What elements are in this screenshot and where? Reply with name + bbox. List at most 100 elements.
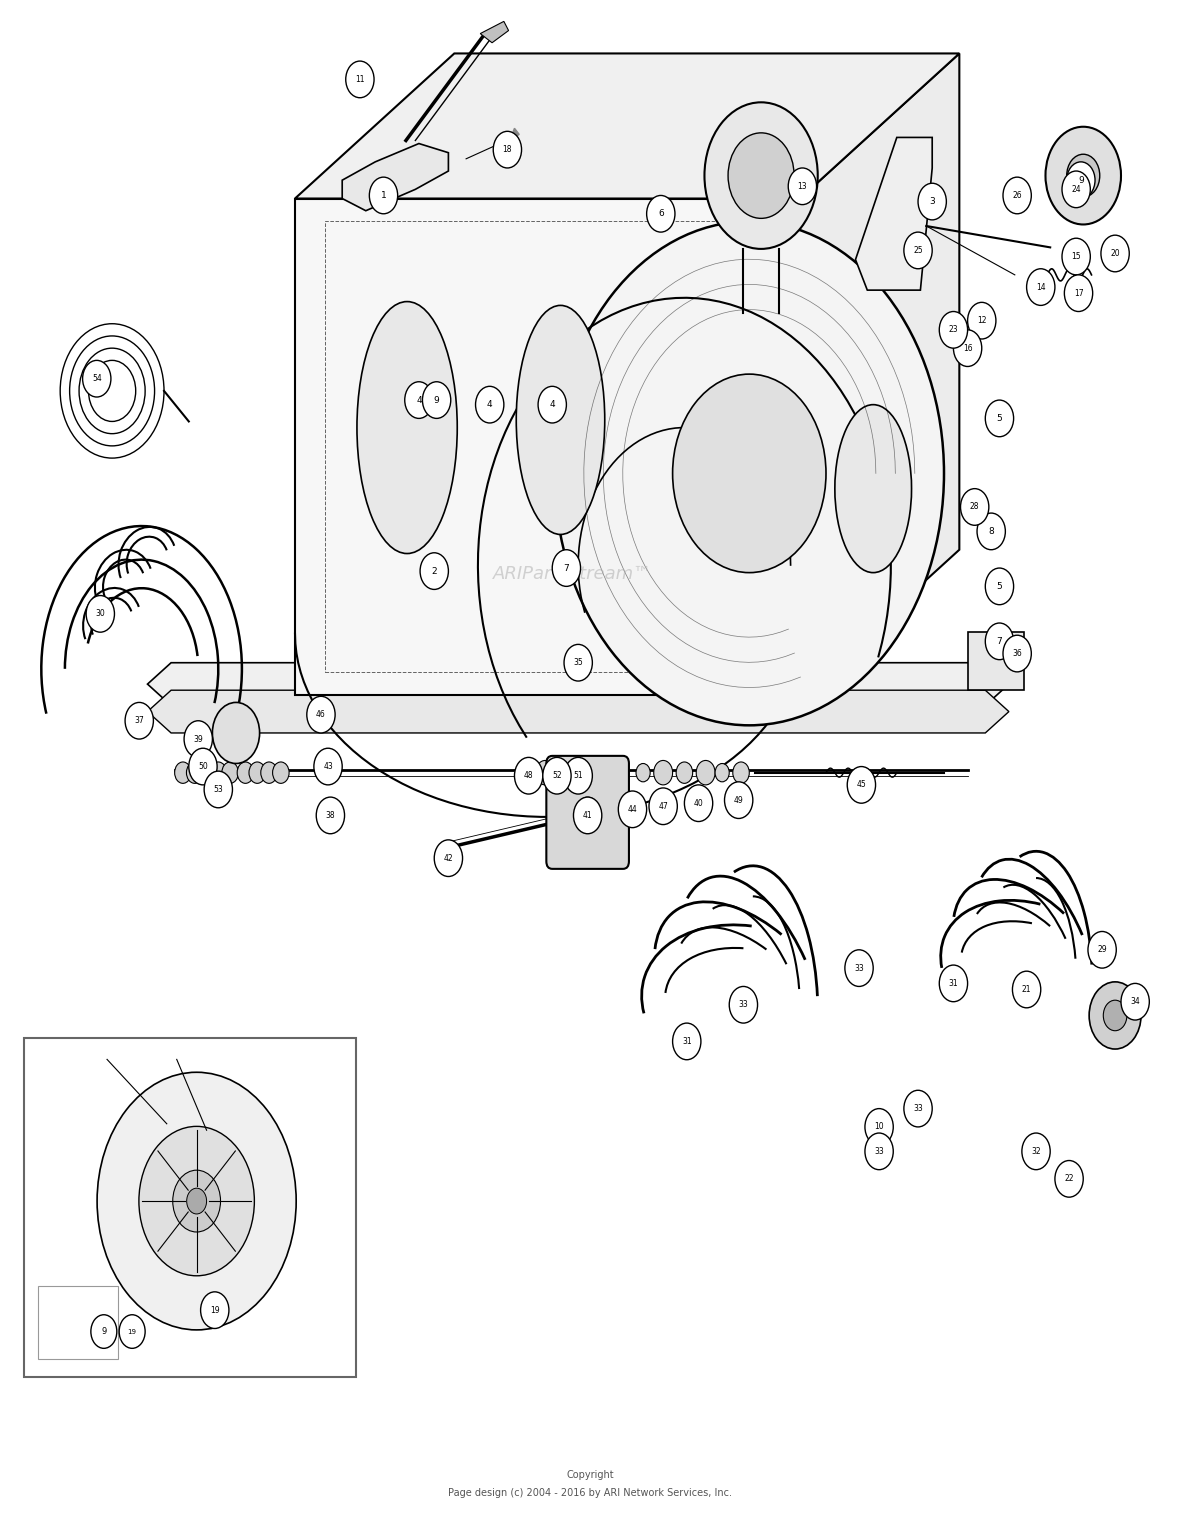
- Text: 14: 14: [1036, 282, 1045, 292]
- Circle shape: [1022, 1133, 1050, 1170]
- Circle shape: [346, 61, 374, 98]
- Circle shape: [210, 762, 227, 783]
- Polygon shape: [856, 137, 932, 290]
- Text: Copyright: Copyright: [566, 1471, 614, 1480]
- Ellipse shape: [517, 305, 604, 534]
- Text: 19: 19: [127, 1328, 137, 1335]
- Circle shape: [184, 721, 212, 757]
- Circle shape: [576, 797, 599, 828]
- Circle shape: [314, 748, 342, 785]
- Text: 53: 53: [214, 785, 223, 794]
- Text: 9: 9: [434, 395, 439, 405]
- Text: 24: 24: [1071, 185, 1081, 194]
- Circle shape: [591, 759, 612, 786]
- Text: 35: 35: [573, 658, 583, 667]
- Circle shape: [1064, 275, 1093, 312]
- Circle shape: [186, 1188, 206, 1214]
- Circle shape: [91, 1315, 117, 1348]
- Text: 41: 41: [583, 811, 592, 820]
- Circle shape: [564, 644, 592, 681]
- Circle shape: [189, 748, 217, 785]
- Circle shape: [1045, 127, 1121, 224]
- Circle shape: [704, 102, 818, 249]
- Text: 10: 10: [874, 1122, 884, 1132]
- Polygon shape: [295, 199, 800, 695]
- Text: 30: 30: [96, 609, 105, 618]
- Circle shape: [175, 762, 191, 783]
- Text: 43: 43: [323, 762, 333, 771]
- Circle shape: [636, 764, 650, 782]
- Text: 17: 17: [1074, 289, 1083, 298]
- Text: 5: 5: [997, 582, 1002, 591]
- Text: 51: 51: [573, 771, 583, 780]
- Circle shape: [1067, 162, 1095, 199]
- Circle shape: [125, 702, 153, 739]
- Circle shape: [119, 1315, 145, 1348]
- Circle shape: [618, 791, 647, 828]
- Text: 26: 26: [1012, 191, 1022, 200]
- Text: 29: 29: [1097, 945, 1107, 954]
- Circle shape: [728, 133, 794, 218]
- Circle shape: [543, 757, 571, 794]
- Text: 20: 20: [1110, 249, 1120, 258]
- Text: 33: 33: [874, 1147, 884, 1156]
- Text: 44: 44: [628, 805, 637, 814]
- Text: 7: 7: [564, 563, 569, 573]
- Text: 19: 19: [210, 1306, 219, 1315]
- Text: 28: 28: [970, 502, 979, 512]
- Text: 16: 16: [963, 344, 972, 353]
- Text: 5: 5: [997, 414, 1002, 423]
- Circle shape: [985, 400, 1014, 437]
- Text: 47: 47: [658, 802, 668, 811]
- Circle shape: [647, 195, 675, 232]
- Text: 1: 1: [381, 191, 386, 200]
- Text: 15: 15: [1071, 252, 1081, 261]
- Text: 6: 6: [658, 209, 663, 218]
- Text: 21: 21: [1022, 985, 1031, 994]
- Circle shape: [493, 131, 522, 168]
- Circle shape: [654, 760, 673, 785]
- FancyBboxPatch shape: [968, 632, 1024, 690]
- Circle shape: [1055, 1161, 1083, 1197]
- Circle shape: [939, 312, 968, 348]
- Circle shape: [1067, 154, 1100, 197]
- Circle shape: [904, 232, 932, 269]
- Circle shape: [573, 797, 602, 834]
- Circle shape: [953, 330, 982, 366]
- Text: ARIPartsStream™: ARIPartsStream™: [493, 565, 651, 583]
- Polygon shape: [480, 21, 509, 43]
- Text: 38: 38: [326, 811, 335, 820]
- Circle shape: [904, 1090, 932, 1127]
- Circle shape: [564, 757, 592, 794]
- Circle shape: [733, 762, 749, 783]
- FancyBboxPatch shape: [24, 1038, 356, 1377]
- Text: 4: 4: [550, 400, 555, 409]
- Circle shape: [1003, 177, 1031, 214]
- Text: 52: 52: [552, 771, 562, 780]
- Circle shape: [273, 762, 289, 783]
- Circle shape: [1027, 269, 1055, 305]
- Text: 25: 25: [913, 246, 923, 255]
- Text: 3: 3: [930, 197, 935, 206]
- Circle shape: [552, 550, 581, 586]
- Circle shape: [788, 168, 817, 205]
- Circle shape: [172, 1170, 221, 1232]
- Text: 33: 33: [739, 1000, 748, 1009]
- Circle shape: [865, 1109, 893, 1145]
- Circle shape: [847, 767, 876, 803]
- Circle shape: [729, 986, 758, 1023]
- Circle shape: [369, 177, 398, 214]
- Text: 12: 12: [977, 316, 986, 325]
- Circle shape: [977, 513, 1005, 550]
- Text: 46: 46: [316, 710, 326, 719]
- Circle shape: [684, 785, 713, 822]
- Circle shape: [1089, 982, 1141, 1049]
- Ellipse shape: [356, 302, 458, 553]
- Text: 33: 33: [913, 1104, 923, 1113]
- Circle shape: [555, 221, 944, 725]
- Circle shape: [83, 360, 111, 397]
- Polygon shape: [800, 53, 959, 695]
- Text: 9: 9: [101, 1327, 106, 1336]
- Text: 4: 4: [487, 400, 492, 409]
- Circle shape: [696, 760, 715, 785]
